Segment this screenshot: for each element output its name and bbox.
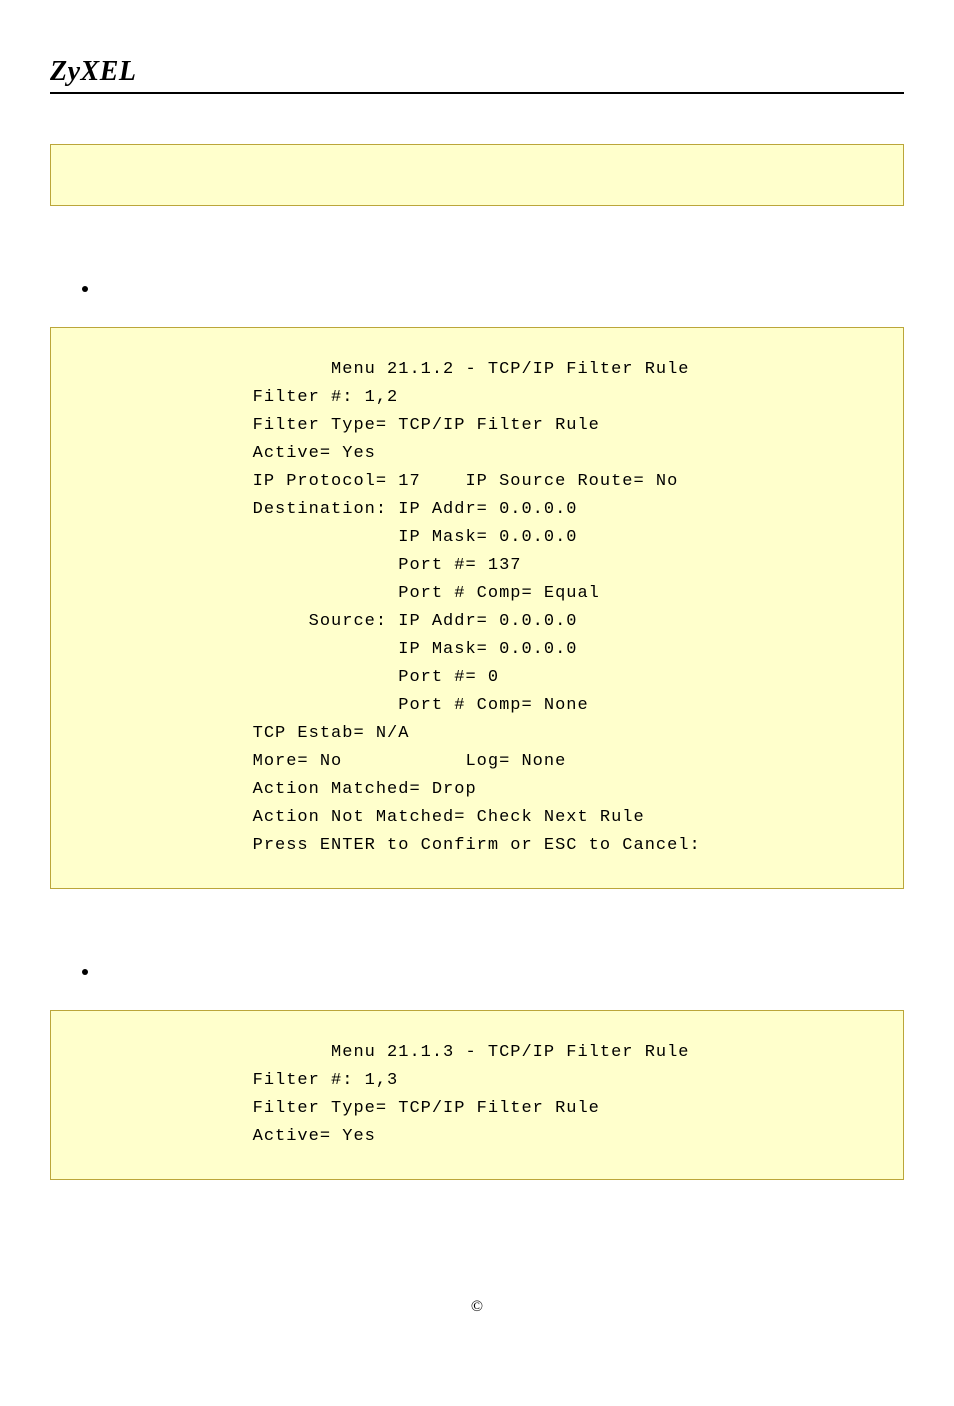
bullet-icon — [82, 286, 88, 292]
code-box-2: Menu 21.1.2 - TCP/IP Filter Rule Filter … — [50, 327, 904, 889]
brand-logo-text: ZyXEL — [50, 56, 954, 88]
page-root: ZyXEL Menu 21.1.2 - TCP/IP Filter Rule F… — [0, 56, 954, 1406]
code-box-1 — [50, 144, 904, 206]
bullet-icon — [82, 969, 88, 975]
bullet-row-2 — [82, 969, 954, 975]
code-box-3-content: Menu 21.1.3 - TCP/IP Filter Rule Filter … — [51, 1011, 903, 1179]
code-box-2-content: Menu 21.1.2 - TCP/IP Filter Rule Filter … — [51, 328, 903, 888]
bullet-row-1 — [82, 286, 954, 292]
code-box-3: Menu 21.1.3 - TCP/IP Filter Rule Filter … — [50, 1010, 904, 1180]
header-divider — [50, 92, 904, 94]
page-footer: © — [0, 1298, 954, 1316]
